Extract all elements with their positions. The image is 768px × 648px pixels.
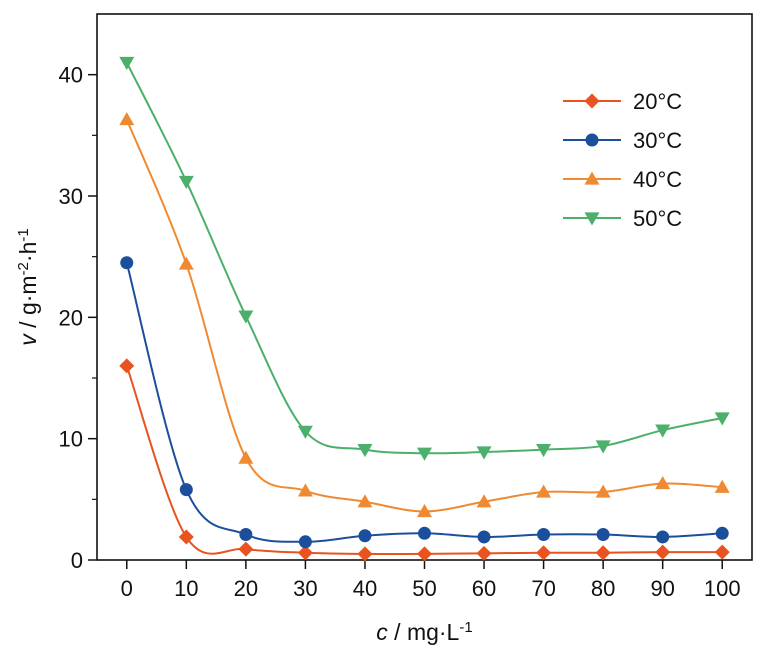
data-point — [358, 529, 372, 543]
data-point — [297, 425, 313, 439]
data-point — [238, 450, 254, 464]
data-point — [537, 528, 551, 542]
data-point — [655, 544, 671, 560]
y-tick-label: 30 — [59, 184, 83, 209]
data-point — [239, 528, 253, 542]
data-point — [418, 526, 431, 540]
series-line — [125, 62, 723, 455]
data-point — [655, 424, 671, 438]
x-tick-label: 30 — [293, 576, 317, 601]
data-point — [119, 358, 135, 374]
x-tick-label: 0 — [121, 576, 133, 601]
x-tick-label: 10 — [174, 576, 198, 601]
y-tick-label: 20 — [59, 305, 83, 330]
data-point — [357, 546, 373, 562]
data-point — [417, 546, 432, 562]
legend-label: 50°C — [633, 206, 682, 231]
data-point — [178, 529, 194, 545]
data-point — [715, 526, 729, 540]
data-point — [178, 175, 194, 189]
data-point — [417, 503, 432, 518]
data-point — [656, 530, 670, 544]
data-point — [595, 545, 611, 561]
data-point — [595, 484, 611, 498]
data-point — [655, 476, 671, 490]
data-point — [297, 545, 313, 561]
data-point — [476, 446, 492, 460]
series-markers — [119, 56, 730, 562]
y-tick-label: 10 — [59, 427, 83, 452]
data-point — [119, 112, 135, 126]
data-point — [119, 56, 135, 71]
y-axis-ticks: 0 10 20 30 40 — [59, 63, 97, 573]
data-point — [477, 530, 491, 544]
x-axis-title: c / mg·L-1 — [376, 619, 472, 646]
data-point — [714, 412, 730, 426]
data-point — [476, 494, 492, 508]
data-point — [595, 440, 611, 454]
data-point — [536, 545, 552, 561]
data-point — [357, 494, 373, 508]
legend-marker — [584, 171, 600, 185]
legend-marker — [584, 212, 600, 226]
data-point — [357, 443, 373, 458]
data-point — [179, 483, 193, 497]
legend-marker — [584, 93, 600, 109]
data-point — [417, 447, 432, 461]
data-point — [120, 256, 134, 270]
data-point — [238, 541, 254, 557]
data-point — [298, 535, 312, 549]
data-point — [536, 484, 552, 498]
x-tick-label: 60 — [472, 576, 496, 601]
data-point — [714, 544, 730, 560]
legend-label: 40°C — [633, 167, 682, 192]
data-point — [536, 443, 552, 458]
data-point — [297, 483, 313, 497]
legend-label: 30°C — [633, 128, 682, 153]
y-axis-title: v / g·m-2·h-1 — [15, 228, 42, 345]
data-point — [596, 528, 610, 542]
legend-marker — [585, 133, 599, 147]
data-point — [238, 310, 254, 324]
x-tick-label: 70 — [531, 576, 555, 601]
data-point — [476, 545, 492, 561]
y-tick-label: 0 — [71, 548, 83, 573]
data-point — [178, 256, 194, 270]
x-tick-label: 80 — [591, 576, 615, 601]
legend-label: 20°C — [633, 89, 682, 114]
series-line — [125, 262, 723, 543]
x-tick-label: 20 — [234, 576, 258, 601]
x-tick-label: 100 — [704, 576, 741, 601]
x-tick-label: 40 — [353, 576, 377, 601]
x-axis-ticks: 0 10 20 30 40 50 60 70 80 90 100 — [121, 560, 741, 601]
x-tick-label: 90 — [650, 576, 674, 601]
data-point — [714, 479, 730, 493]
x-tick-label: 50 — [412, 576, 436, 601]
legend: 20°C 30°C 40°C 50°C — [563, 89, 682, 231]
y-tick-label: 40 — [59, 63, 83, 88]
